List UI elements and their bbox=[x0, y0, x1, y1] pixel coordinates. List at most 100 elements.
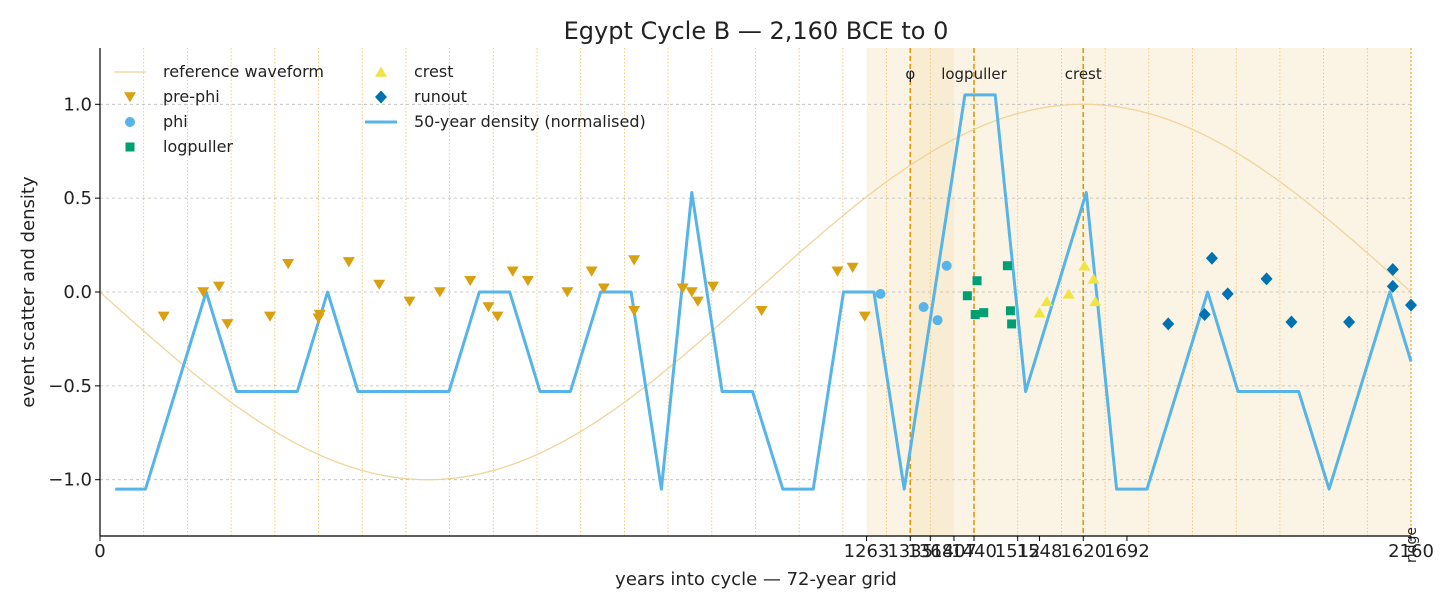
x-tick-label: 1335 bbox=[887, 541, 933, 562]
point-pre-phi bbox=[755, 305, 768, 317]
x-tick-label: 2160 bbox=[1388, 541, 1434, 562]
point-runout bbox=[1221, 287, 1234, 301]
point-pre-phi bbox=[685, 287, 698, 298]
point-logpuller bbox=[979, 308, 989, 318]
point-pre-phi bbox=[628, 305, 641, 317]
y-tick-label: 0.5 bbox=[63, 188, 92, 209]
point-runout bbox=[1386, 279, 1399, 293]
y-tick-label: 0.0 bbox=[63, 282, 92, 303]
legend-label: phi bbox=[163, 112, 188, 131]
point-runout bbox=[1386, 262, 1399, 276]
scatter-points bbox=[157, 251, 1417, 331]
point-logpuller bbox=[972, 276, 982, 286]
point-logpuller bbox=[970, 310, 980, 320]
density-series bbox=[115, 93, 1413, 491]
legend-swatch bbox=[375, 90, 387, 104]
point-logpuller bbox=[1002, 261, 1012, 271]
point-pre-phi bbox=[831, 266, 844, 277]
legend-label: runout bbox=[414, 87, 467, 106]
point-pre-phi bbox=[433, 287, 446, 298]
marker-label: crest bbox=[1065, 65, 1102, 83]
point-pre-phi bbox=[482, 302, 495, 313]
point-runout bbox=[1343, 315, 1356, 329]
point-pre-phi bbox=[858, 311, 871, 322]
point-pre-phi bbox=[342, 257, 355, 268]
x-tick-label: 1692 bbox=[1104, 541, 1150, 562]
point-phi bbox=[875, 288, 886, 299]
density-line bbox=[115, 93, 1413, 491]
y-tick-label: −0.5 bbox=[48, 376, 92, 397]
legend-label: reference waveform bbox=[163, 62, 324, 81]
marker-label: logpuller bbox=[941, 65, 1007, 83]
point-pre-phi bbox=[212, 281, 225, 292]
point-logpuller bbox=[1005, 306, 1015, 316]
point-phi bbox=[941, 260, 952, 271]
point-pre-phi bbox=[403, 296, 416, 307]
point-pre-phi bbox=[313, 309, 326, 320]
point-runout bbox=[1260, 272, 1273, 286]
point-crest bbox=[1089, 295, 1102, 307]
point-pre-phi bbox=[846, 262, 859, 273]
x-tick-label: 1368 bbox=[907, 541, 953, 562]
point-crest bbox=[1062, 288, 1075, 299]
legend-swatch bbox=[124, 92, 136, 103]
legend-label: 50-year density (normalised) bbox=[414, 112, 646, 131]
point-pre-phi bbox=[585, 266, 598, 277]
point-pre-phi bbox=[597, 283, 610, 294]
legend-swatch bbox=[125, 117, 135, 127]
legend: reference waveform pre-phi phi logpuller cre… bbox=[114, 62, 646, 156]
chart-title: Egypt Cycle B — 2,160 BCE to 0 bbox=[564, 17, 949, 45]
point-pre-phi bbox=[676, 283, 689, 294]
point-pre-phi bbox=[707, 281, 720, 292]
legend-label: crest bbox=[414, 62, 453, 81]
legend-label: logpuller bbox=[163, 137, 233, 156]
point-phi bbox=[918, 302, 929, 313]
point-runout bbox=[1205, 251, 1218, 265]
point-phi bbox=[932, 315, 943, 326]
legend-swatch bbox=[375, 66, 387, 77]
point-logpuller bbox=[1007, 319, 1017, 329]
point-pre-phi bbox=[561, 287, 574, 298]
x-tick-label: 1512 bbox=[995, 541, 1041, 562]
x-tick-label: 0 bbox=[94, 541, 105, 562]
point-pre-phi bbox=[373, 279, 386, 290]
point-runout bbox=[1405, 298, 1417, 312]
point-logpuller bbox=[962, 291, 972, 301]
point-crest bbox=[1033, 307, 1046, 318]
point-pre-phi bbox=[221, 319, 234, 330]
point-crest bbox=[1078, 260, 1091, 271]
point-pre-phi bbox=[521, 275, 534, 287]
point-pre-phi bbox=[628, 255, 641, 266]
reference-waveform-line bbox=[99, 103, 1412, 481]
point-pre-phi bbox=[263, 311, 276, 322]
point-pre-phi bbox=[464, 275, 477, 287]
x-tick-label: 1263 bbox=[844, 541, 890, 562]
y-axis-ticks: −1.0 −0.5 0.0 0.5 1.0 bbox=[48, 94, 100, 491]
x-axis-label: years into cycle — 72-year grid bbox=[615, 569, 897, 590]
point-runout bbox=[1162, 317, 1175, 331]
y-axis-label: event scatter and density bbox=[18, 176, 39, 408]
x-tick-label: 1548 bbox=[1017, 541, 1063, 562]
x-tick-label: 1440 bbox=[951, 541, 997, 562]
point-pre-phi bbox=[157, 311, 170, 322]
point-pre-phi bbox=[506, 266, 519, 277]
point-runout bbox=[1198, 308, 1211, 322]
point-pre-phi bbox=[197, 287, 210, 298]
horizontal-grid bbox=[100, 103, 1411, 481]
y-tick-label: −1.0 bbox=[48, 470, 92, 491]
point-pre-phi bbox=[491, 311, 504, 322]
x-tick-label: 1620 bbox=[1060, 541, 1106, 562]
point-pre-phi bbox=[691, 296, 704, 307]
marker-label: φ bbox=[905, 65, 915, 83]
legend-label: pre-phi bbox=[163, 87, 220, 106]
point-runout bbox=[1285, 315, 1298, 329]
point-crest bbox=[1087, 273, 1100, 284]
point-pre-phi bbox=[282, 259, 295, 270]
x-tick-label: 1407 bbox=[931, 541, 977, 562]
reference-waveform bbox=[99, 103, 1412, 481]
point-crest bbox=[1040, 295, 1053, 307]
legend-swatch bbox=[125, 142, 135, 152]
y-tick-label: 1.0 bbox=[63, 94, 92, 115]
